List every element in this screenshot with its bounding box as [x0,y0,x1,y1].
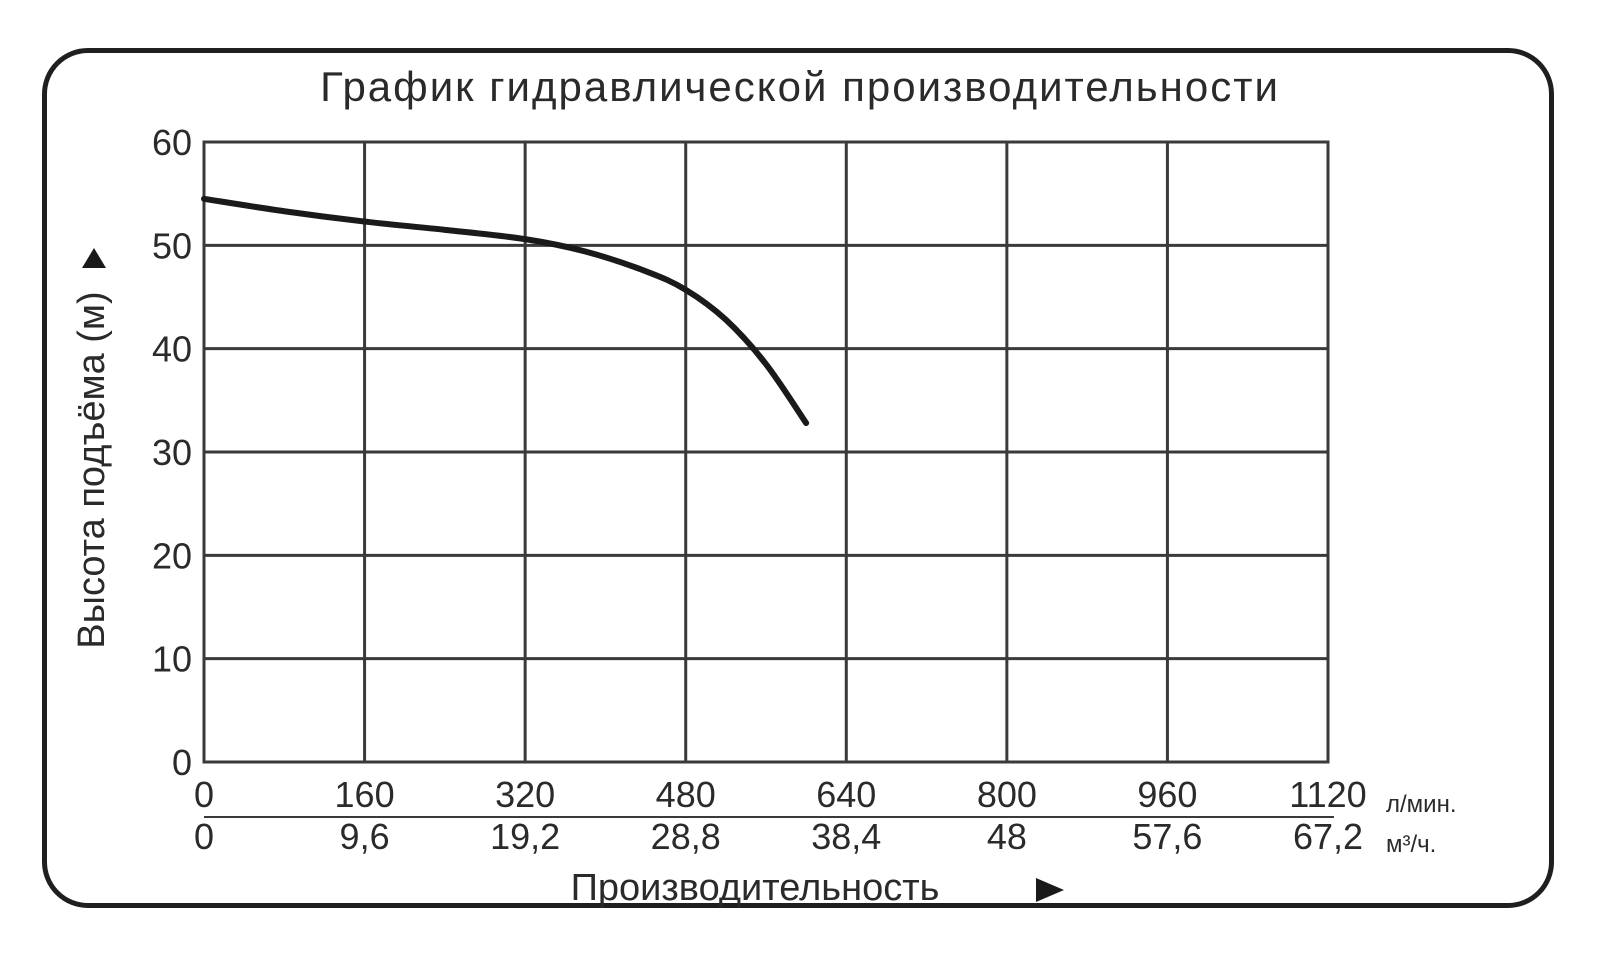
x-unit-primary: л/мин. [1386,791,1457,818]
x-tick-label-secondary: 48 [987,816,1027,857]
chart-frame [42,48,1554,908]
y-tick-label: 50 [152,225,192,266]
y-tick-label: 30 [152,432,192,473]
x-axis-arrow-icon [1036,878,1064,902]
chart-title: График гидравлической производительности [320,63,1280,110]
x-tick-label-primary: 800 [977,774,1037,815]
x-tick-label-secondary: 57,6 [1132,816,1202,857]
y-tick-labels: 0 10 20 30 40 50 60 [152,122,192,783]
y-axis-label: Высота подъёма (м) [71,291,113,648]
x-axis-label: Производительность [571,867,940,909]
y-tick-label: 60 [152,122,192,163]
x-tick-label-secondary: 67,2 [1293,816,1363,857]
x-tick-label-secondary: 0 [194,816,214,857]
series-line [201,195,810,427]
x-tick-label-primary: 640 [816,774,876,815]
y-tick-label: 10 [152,639,192,680]
x-unit-secondary: м³/ч. [1386,831,1436,858]
x-tick-label-primary: 320 [495,774,555,815]
y-tick-label: 0 [172,742,192,783]
x-tick-label-primary: 1120 [1289,774,1366,815]
x-tick-label-secondary: 28,8 [651,816,721,857]
x-tick-label-primary: 160 [335,774,395,815]
x-tick-label-primary: 480 [656,774,716,815]
series [201,195,810,427]
x-tick-label-primary: 0 [194,774,214,815]
y-tick-label: 20 [152,535,192,576]
y-tick-label: 40 [152,329,192,370]
x-tick-label-primary: 960 [1137,774,1197,815]
y-axis-arrow-icon [82,248,106,268]
x-tick-label-secondary: 38,4 [811,816,881,857]
x-tick-label-secondary: 9,6 [340,816,390,857]
x-tick-label-secondary: 19,2 [490,816,560,857]
grid [202,140,1334,818]
